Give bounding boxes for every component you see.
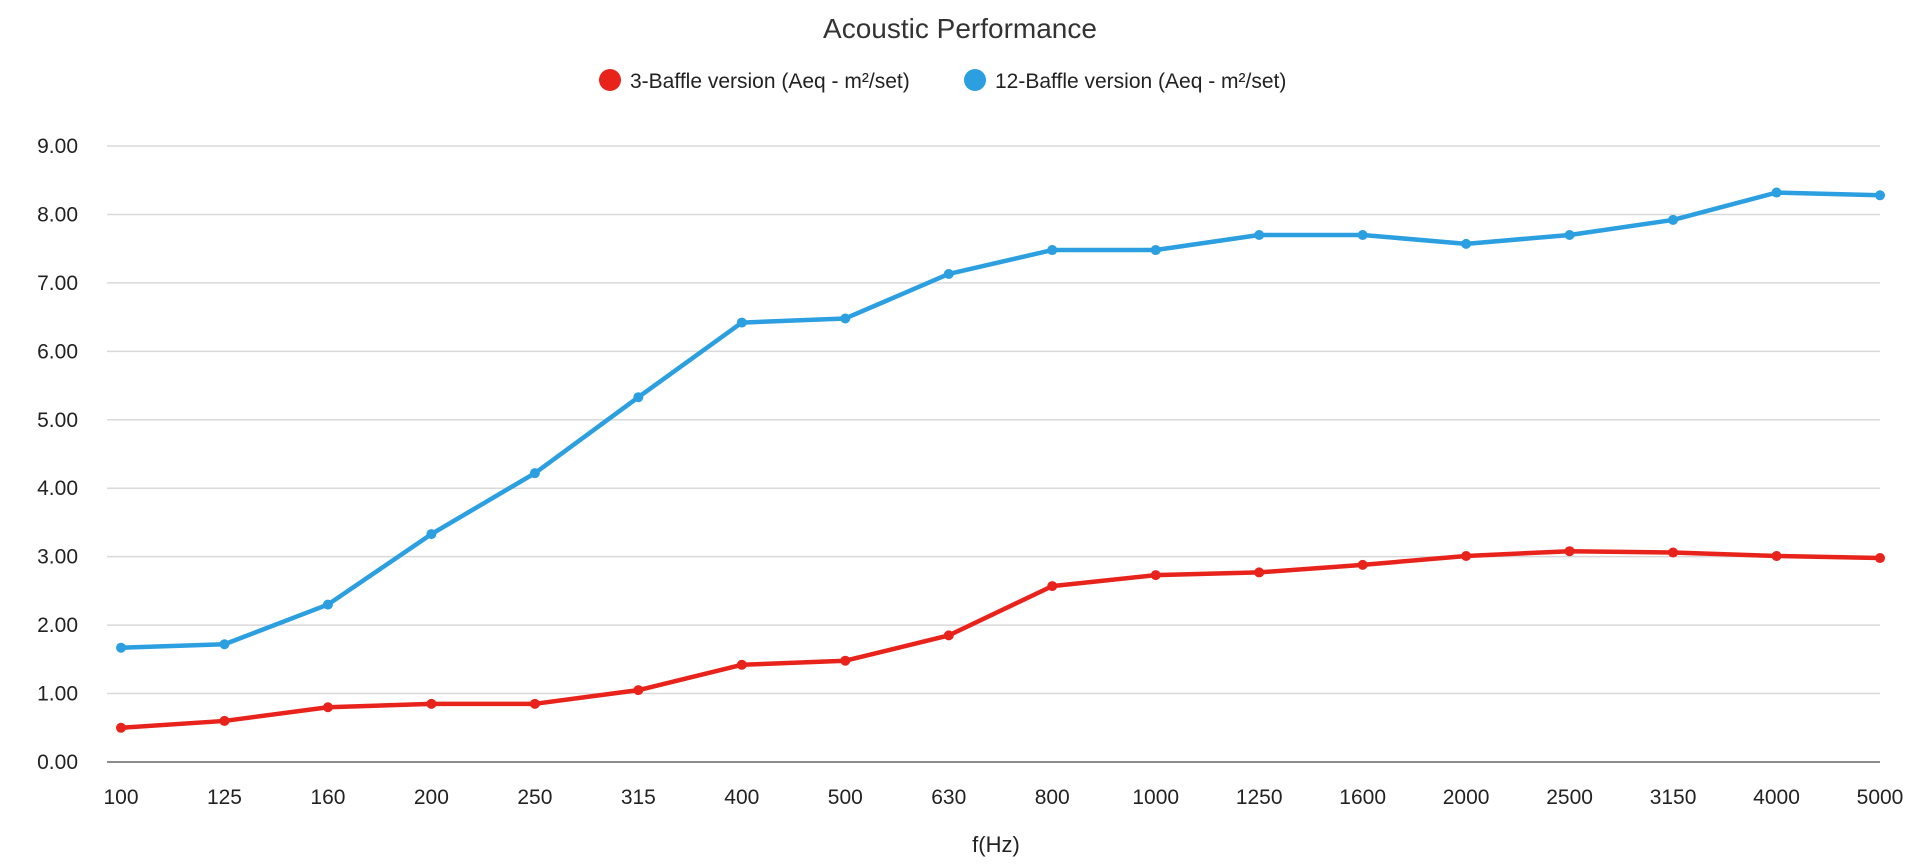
x-tick-label: 100 [103,786,138,809]
data-point[interactable] [840,655,851,666]
chart-title: Acoustic Performance [823,13,1097,44]
data-point[interactable] [1564,546,1575,557]
legend-label-3-baffle: 3-Baffle version (Aeq - m²/set) [630,70,910,93]
y-tick-label: 0.00 [37,751,78,774]
legend-item-3-baffle[interactable]: 3-Baffle version (Aeq - m²/set) [599,69,910,93]
x-axis-ticks: 100 125 160 200 250 315 400 500 630 800 1000 1250 16… [103,786,1903,809]
data-point[interactable] [529,698,540,709]
x-tick-label: 1600 [1339,786,1386,809]
y-tick-label: 7.00 [37,272,78,295]
data-point[interactable] [1150,245,1161,256]
data-point[interactable] [840,313,851,324]
data-point[interactable] [943,268,954,279]
data-point[interactable] [1254,229,1265,240]
x-tick-label: 2500 [1546,786,1593,809]
x-tick-label: 200 [414,786,449,809]
data-point[interactable] [219,715,230,726]
data-point[interactable] [219,639,230,650]
y-tick-label: 5.00 [37,409,78,432]
data-point[interactable] [1668,547,1679,558]
y-tick-label: 8.00 [37,203,78,226]
x-tick-label: 500 [828,786,863,809]
y-tick-label: 2.00 [37,614,78,637]
data-point[interactable] [1461,238,1472,249]
data-point[interactable] [633,685,644,696]
data-point[interactable] [116,722,126,733]
data-point[interactable] [1875,190,1885,201]
data-point[interactable] [1771,187,1782,198]
data-point[interactable] [1047,245,1058,256]
series-3-baffle [116,546,1885,733]
x-tick-label: 800 [1035,786,1070,809]
y-axis-ticks: 0.00 1.00 2.00 3.00 4.00 5.00 6.00 7.00 8.00 9.00 [37,135,78,774]
data-point[interactable] [1875,553,1885,564]
series-line [118,548,1883,731]
data-point[interactable] [322,702,333,713]
x-tick-label: 4000 [1753,786,1800,809]
data-point[interactable] [1150,570,1161,581]
x-tick-label: 3150 [1650,786,1697,809]
data-point[interactable] [736,659,747,670]
y-tick-label: 9.00 [37,135,78,158]
legend-marker-12-baffle [964,69,986,91]
x-tick-label: 2000 [1443,786,1490,809]
legend-item-12-baffle[interactable]: 12-Baffle version (Aeq - m²/set) [964,69,1286,93]
data-point[interactable] [633,392,644,403]
y-tick-label: 4.00 [37,477,78,500]
data-point[interactable] [322,599,333,610]
data-point[interactable] [116,642,126,653]
series-line [118,190,1883,650]
y-tick-label: 1.00 [37,683,78,706]
data-point[interactable] [426,698,437,709]
data-point[interactable] [736,317,747,328]
x-tick-label: 1250 [1236,786,1283,809]
data-point[interactable] [1047,581,1058,592]
data-point[interactable] [426,529,437,540]
x-tick-label: 1000 [1132,786,1179,809]
x-tick-label: 5000 [1857,786,1904,809]
x-tick-label: 315 [621,786,656,809]
series-12-baffle [116,187,1885,653]
y-tick-label: 3.00 [37,546,78,569]
y-tick-label: 6.00 [37,340,78,363]
legend-label-12-baffle: 12-Baffle version (Aeq - m²/set) [995,70,1286,93]
x-tick-label: 400 [724,786,759,809]
x-tick-label: 125 [207,786,242,809]
data-point[interactable] [1357,559,1368,570]
data-point[interactable] [1357,229,1368,240]
legend: 3-Baffle version (Aeq - m²/set) 12-Baffl… [599,69,1286,93]
x-axis-label: f(Hz) [972,832,1020,857]
grid-lines [107,145,1880,763]
x-tick-label: 630 [931,786,966,809]
data-point[interactable] [1564,229,1575,240]
data-point[interactable] [1771,550,1782,561]
x-tick-label: 160 [310,786,345,809]
x-tick-label: 250 [517,786,552,809]
data-series [116,187,1885,733]
data-point[interactable] [529,468,540,479]
data-point[interactable] [943,630,954,641]
data-point[interactable] [1668,214,1679,225]
data-point[interactable] [1254,567,1265,578]
legend-marker-3-baffle [599,69,621,91]
data-point[interactable] [1461,550,1472,561]
